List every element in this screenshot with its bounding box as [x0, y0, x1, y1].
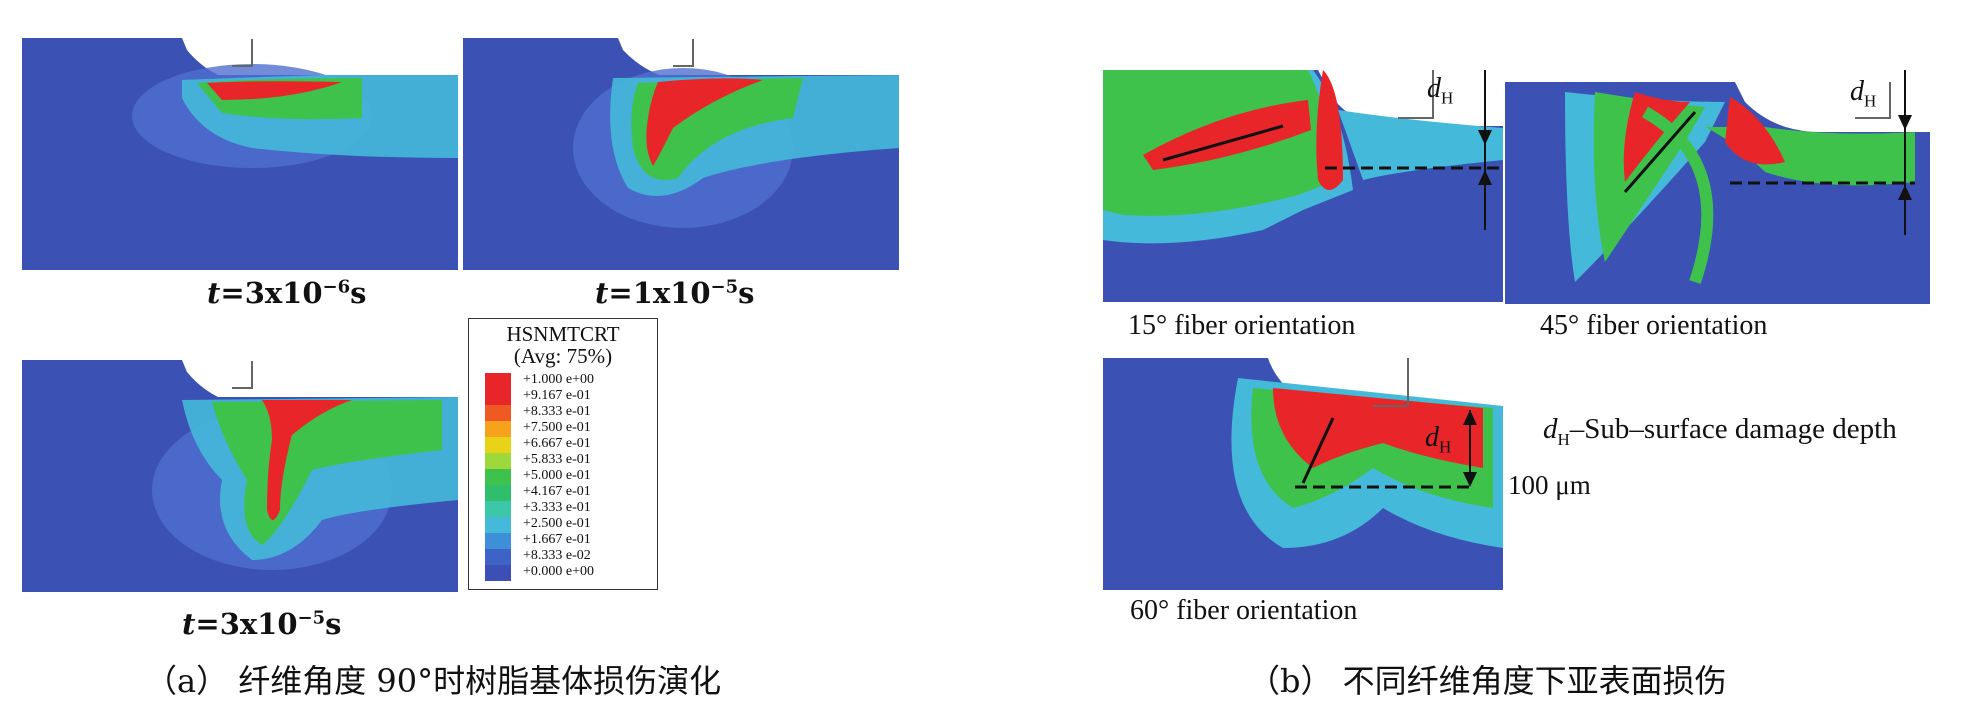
- legend-value: +1.000 e+00: [523, 372, 595, 387]
- caption-a: （a） 纤维角度 90°时树脂基体损伤演化: [145, 662, 722, 700]
- dh-definition: dH–Sub–surface damage depth: [1543, 413, 1897, 449]
- contour-legend: HSNMTCRT (Avg: 75%) +1.000 e+00 +9.167 e-…: [468, 318, 658, 590]
- time-label-1: t=3x10−6s: [207, 276, 367, 310]
- legend-swatch: [485, 405, 511, 421]
- damage-map-t1: [22, 38, 458, 270]
- legend-swatch: [485, 437, 511, 453]
- time-label-2: t=1x10−5s: [595, 276, 755, 310]
- legend-swatch: [485, 565, 511, 581]
- legend-value: +8.333 e-02: [523, 548, 591, 563]
- legend-swatch: [485, 469, 511, 485]
- legend-swatch: [485, 373, 511, 389]
- legend-swatch: [485, 533, 511, 549]
- legend-swatch: [485, 389, 511, 405]
- legend-swatch: [485, 517, 511, 533]
- damage-map-60deg: [1103, 358, 1503, 590]
- caption-b: （b） 不同纤维角度下亚表面损伤: [1248, 662, 1727, 700]
- damage-map-45deg: [1505, 82, 1930, 304]
- legend-value: +3.333 e-01: [523, 500, 591, 515]
- depth-annotations: [1295, 70, 1915, 489]
- legend-swatch: [485, 453, 511, 469]
- legend-value: +5.000 e-01: [523, 468, 591, 483]
- orientation-label-60: 60° fiber orientation: [1130, 595, 1358, 626]
- legend-swatch: [485, 485, 511, 501]
- dh-label-15: dH: [1427, 73, 1454, 108]
- legend-value: +8.333 e-01: [523, 404, 591, 419]
- legend-subtitle: (Avg: 75%): [513, 344, 613, 368]
- time-label-3: t=3x10−5s: [182, 607, 342, 641]
- damage-map-t2: [463, 38, 899, 270]
- orientation-label-45: 45° fiber orientation: [1540, 310, 1768, 341]
- legend-value: +9.167 e-01: [523, 388, 591, 403]
- legend-title: HSNMTCRT: [506, 322, 620, 346]
- legend-value: +5.833 e-01: [523, 452, 591, 467]
- damage-map-t3: [22, 360, 458, 592]
- dh-label-45: dH: [1850, 76, 1877, 111]
- legend-value: +1.667 e-01: [523, 532, 591, 547]
- legend-swatch: [485, 421, 511, 437]
- damage-map-15deg: [1103, 70, 1503, 302]
- legend-value: +6.667 e-01: [523, 436, 591, 451]
- legend-value: +0.000 e+00: [523, 564, 595, 579]
- legend-swatch: [485, 501, 511, 517]
- legend-value: +2.500 e-01: [523, 516, 591, 531]
- legend-swatch: [485, 549, 511, 565]
- legend-value: +7.500 e-01: [523, 420, 591, 435]
- legend-value: +4.167 e-01: [523, 484, 591, 499]
- orientation-label-15: 15° fiber orientation: [1128, 310, 1356, 341]
- scale-bar-label: 100 μm: [1508, 470, 1591, 500]
- dh-label-60: dH: [1425, 422, 1452, 457]
